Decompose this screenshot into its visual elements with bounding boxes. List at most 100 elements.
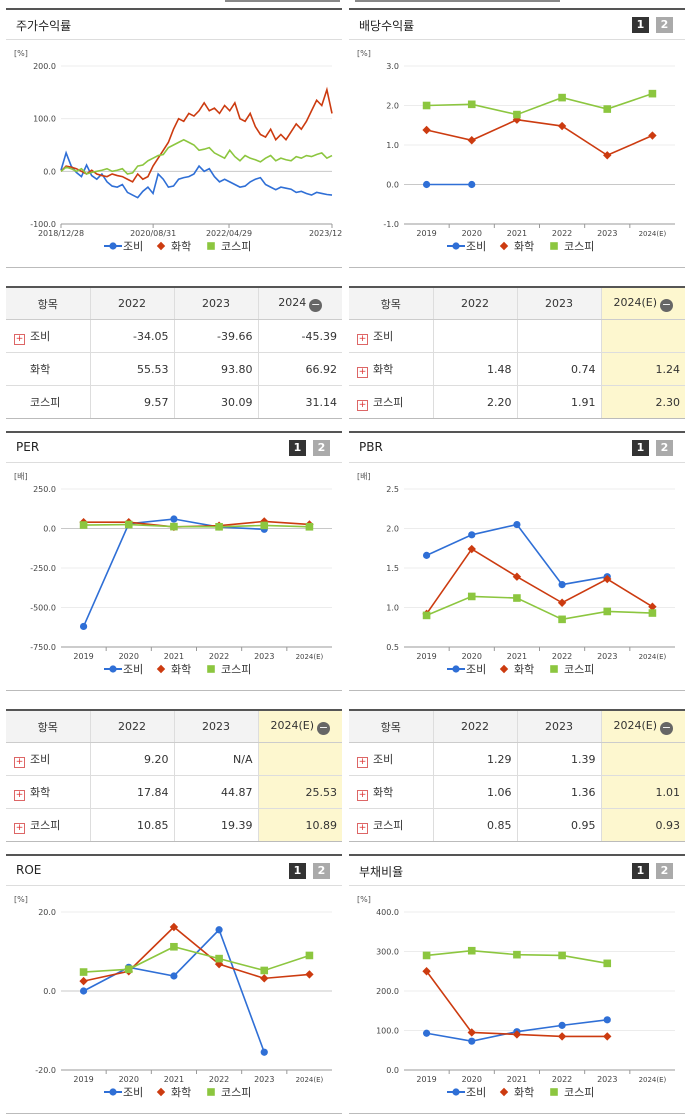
y-tick-label: 100.0: [376, 1027, 399, 1036]
data-point: [558, 580, 566, 589]
legend-label: 코스피: [564, 240, 594, 253]
page-2-button[interactable]: 2: [656, 863, 673, 879]
row-label: 화학: [30, 363, 51, 376]
col-header: 항목: [6, 286, 90, 320]
data-point: [170, 972, 178, 980]
cell: 30.09: [173, 385, 258, 419]
data-point: [468, 531, 476, 539]
x-tick-label: 2020: [462, 229, 482, 238]
x-tick-label: 2019: [416, 229, 436, 238]
col-header-label: 2024(E): [613, 718, 658, 732]
col-header: 2022: [89, 286, 174, 320]
page-2-button[interactable]: 2: [656, 440, 673, 456]
unit-label: [%]: [357, 49, 371, 58]
collapse-icon[interactable]: −: [660, 720, 674, 735]
x-tick-label: 2024(E): [639, 653, 667, 661]
col-header-label: 2024: [278, 295, 307, 309]
y-tick-label: 0.0: [386, 181, 399, 190]
col-header: 2023: [516, 286, 601, 320]
page-2-button[interactable]: 2: [313, 440, 330, 456]
x-tick-label: 2019: [73, 1075, 93, 1084]
cell: 1.06: [432, 775, 517, 809]
col-header: 항목: [349, 709, 433, 743]
collapse-icon[interactable]: −: [309, 297, 323, 312]
col-header-2024e: 2024(E) −: [600, 709, 685, 743]
data-point: [207, 665, 215, 673]
data-point: [467, 592, 476, 601]
expand-icon[interactable]: +: [14, 756, 25, 768]
page-1-button[interactable]: 1: [632, 17, 649, 33]
y-tick-label: -250.0: [30, 564, 56, 573]
cell: 31.14: [257, 385, 342, 419]
dividend-yield-panel: 배당수익률 1 2 [%] 3.0 2.0 1.0 0.0 -1.0 2019 2020 202…: [349, 8, 685, 268]
per-chart: [배] 250.0 0.0 -250.0 -500.0 -750.0 2019 2020 202…: [14, 472, 332, 676]
col-header: 2022: [89, 709, 174, 743]
y-tick-label: 2.5: [386, 485, 399, 494]
y-tick-label: 2.0: [386, 102, 399, 111]
cell: 66.92: [257, 352, 342, 386]
page-2-button[interactable]: 2: [656, 17, 673, 33]
series-line: [83, 945, 310, 973]
cell: 10.85: [89, 808, 174, 842]
collapse-icon[interactable]: −: [660, 297, 674, 312]
col-header: 2023: [173, 709, 258, 743]
per-panel: PER 1 2 [배] 250.0 0.0 -250.0 -500.0 -750.0 201…: [6, 431, 342, 691]
data-point: [422, 951, 431, 960]
expand-icon[interactable]: +: [357, 333, 368, 345]
pbr-table: 항목 2022 2023 2024(E) − + 조비 1.29 1.39 + 화학 …: [349, 709, 685, 842]
expand-icon[interactable]: +: [357, 756, 368, 768]
cell: 1.91: [516, 385, 601, 419]
expand-icon[interactable]: +: [357, 366, 368, 378]
data-point: [558, 93, 566, 102]
legend-label: 조비: [466, 1086, 486, 1099]
page-1-button[interactable]: 1: [632, 440, 649, 456]
data-point: [305, 951, 314, 960]
expand-icon[interactable]: +: [14, 822, 25, 834]
x-tick-label: 2021: [507, 652, 527, 661]
cell: 44.87: [173, 775, 258, 809]
x-tick-label: 2024(E): [639, 1076, 667, 1084]
cell: 19.39: [173, 808, 258, 842]
data-point: [156, 241, 166, 251]
x-tick-label: 2020: [462, 1075, 482, 1084]
series-line: [82, 518, 265, 627]
cell: 1.29: [432, 742, 517, 776]
table-row: + 조비 9.20 N/A: [6, 742, 342, 776]
cell: [432, 319, 517, 353]
x-tick-label: 2019: [416, 652, 436, 661]
data-point: [452, 665, 460, 673]
expand-icon[interactable]: +: [357, 789, 368, 801]
y-tick-label: 200.0: [376, 987, 399, 996]
page-2-button[interactable]: 2: [313, 863, 330, 879]
table-row: + 조비 1.29 1.39: [349, 742, 685, 776]
series-line: [83, 523, 310, 528]
data-point: [156, 1087, 166, 1097]
y-tick-label: 0.0: [43, 987, 56, 996]
page-1-button[interactable]: 1: [289, 863, 306, 879]
series-line: [426, 118, 653, 157]
page-1-button[interactable]: 1: [632, 863, 649, 879]
data-point: [603, 1016, 611, 1024]
legend-label: 화학: [171, 1086, 191, 1099]
expand-icon[interactable]: +: [357, 822, 368, 834]
data-point: [207, 1088, 215, 1096]
x-tick-label: 2023: [597, 652, 617, 661]
collapse-icon[interactable]: −: [317, 720, 331, 735]
y-tick-label: 200.0: [33, 62, 56, 71]
legend-label: 화학: [514, 240, 534, 253]
col-header-2024: 2024−: [257, 286, 342, 320]
page-1-button[interactable]: 1: [289, 440, 306, 456]
cell: -34.05: [89, 319, 174, 353]
expand-icon[interactable]: +: [357, 399, 368, 411]
legend-label: 조비: [123, 1086, 143, 1099]
expand-icon[interactable]: +: [14, 333, 25, 345]
y-tick-label: 20.0: [38, 908, 56, 917]
table-row: 화학 55.53 93.80 66.92: [6, 352, 342, 386]
data-point: [170, 942, 178, 951]
data-point: [305, 522, 314, 531]
cell: 1.01: [600, 775, 685, 809]
cell: 0.93: [600, 808, 685, 842]
expand-icon[interactable]: +: [14, 789, 25, 801]
y-tick-label: 0.0: [43, 167, 56, 176]
